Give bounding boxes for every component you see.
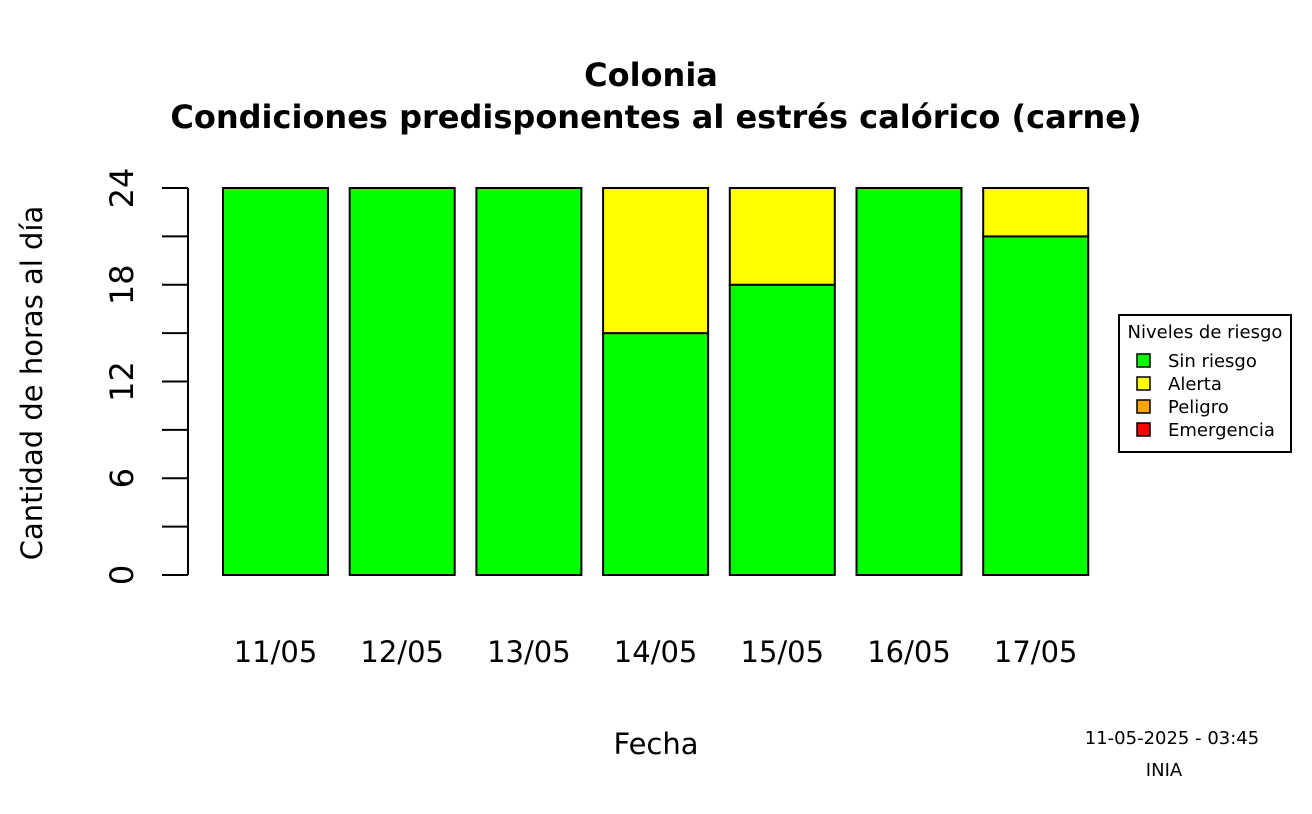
- footer-source: INIA: [1146, 760, 1183, 781]
- y-tick-label: 18: [103, 264, 141, 305]
- bar-11-05-series-0: [222, 187, 329, 576]
- bars-group: [222, 187, 1090, 576]
- chart-title: Colonia: [584, 56, 718, 94]
- x-tick-label: 17/05: [994, 635, 1078, 669]
- legend-label: Alerta: [1168, 374, 1222, 395]
- x-tick-label: 15/05: [741, 635, 825, 669]
- x-axis-label: Fecha: [613, 727, 698, 761]
- legend-swatch: [1136, 399, 1151, 414]
- bar-14-05-series-1: [602, 187, 710, 335]
- y-tick-label: 24: [103, 168, 141, 209]
- legend-title: Niveles de riesgo: [1128, 322, 1283, 343]
- bar-12-05-series-0: [348, 187, 456, 576]
- legend-swatch: [1136, 353, 1151, 368]
- bar-15-05-series-1: [728, 187, 836, 286]
- bar-15-05-series-0: [728, 283, 836, 576]
- legend-swatch: [1136, 376, 1151, 391]
- x-tick-label: 11/05: [234, 635, 318, 669]
- x-axis-ticks: 11/05 12/05 13/05 14/05 15/05 16/05 17/05: [234, 635, 1078, 669]
- bar-17-05-series-1: [982, 187, 1090, 238]
- legend-swatch: [1136, 422, 1151, 437]
- y-axis-label: Cantidad de horas al día: [15, 206, 49, 561]
- legend-label: Sin riesgo: [1168, 351, 1257, 372]
- bar-13-05-series-0: [475, 187, 583, 576]
- x-tick-label: 14/05: [614, 635, 698, 669]
- legend-label: Emergencia: [1168, 420, 1275, 441]
- x-tick-label: 12/05: [360, 635, 444, 669]
- legend-box: [1118, 314, 1292, 453]
- x-tick-label: 13/05: [487, 635, 571, 669]
- y-axis: 0 6 12 18 24: [103, 168, 189, 585]
- legend-label: Peligro: [1168, 397, 1229, 418]
- chart-subtitle: Condiciones predisponentes al estrés cal…: [170, 98, 1141, 136]
- y-tick-label: 0: [103, 565, 141, 585]
- y-tick-label: 6: [103, 468, 141, 488]
- y-tick-label: 12: [103, 361, 141, 402]
- footer-timestamp: 11-05-2025 - 03:45: [1085, 728, 1259, 749]
- bar-17-05-series-0: [982, 235, 1090, 576]
- bar-16-05-series-0: [855, 187, 963, 576]
- legend: Niveles de riesgo Sin riesgoAlertaPeligr…: [1118, 314, 1292, 453]
- x-tick-label: 16/05: [867, 635, 951, 669]
- bar-14-05-series-0: [602, 332, 710, 576]
